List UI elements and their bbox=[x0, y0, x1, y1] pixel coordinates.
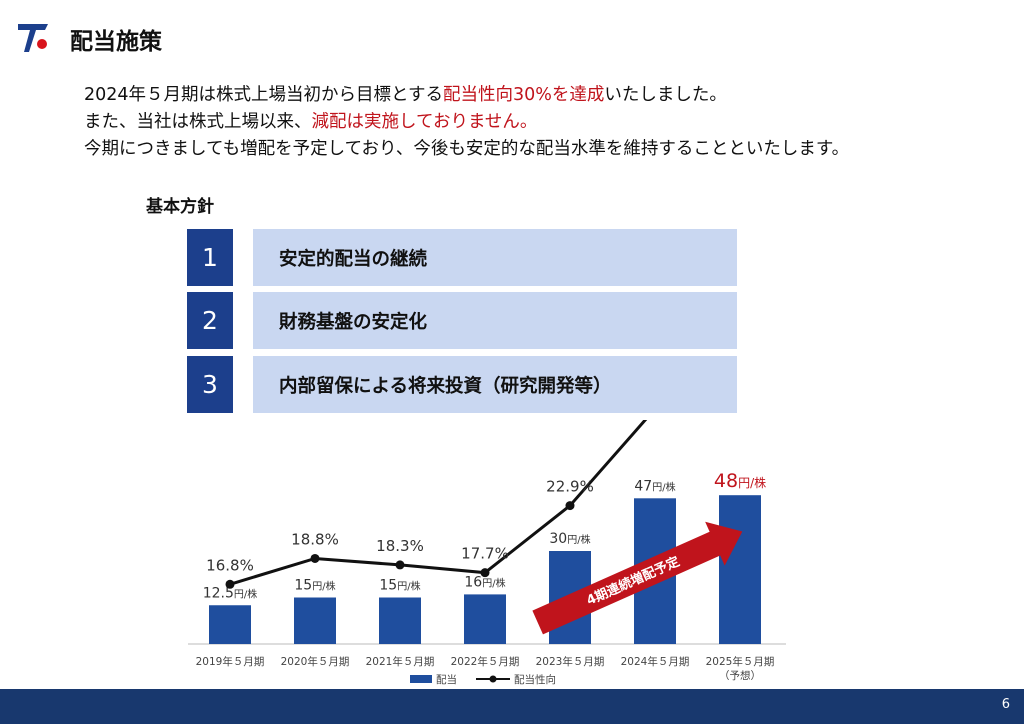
footer-bar bbox=[0, 689, 1024, 724]
policy-item-3: 3 内部留保による将来投資（研究開発等） bbox=[187, 356, 737, 413]
bar-dividend-6 bbox=[719, 495, 761, 644]
payout-ratio-point bbox=[310, 553, 320, 563]
bar-value-label: 30円/株 bbox=[549, 531, 590, 547]
lead-line-1: 2024年５月期は株式上場当初から目標とする配当性向30%を達成いたしました。 bbox=[84, 82, 1004, 109]
bar-value-label: 12.5円/株 bbox=[203, 585, 258, 601]
growth-arrow-shape bbox=[532, 521, 743, 635]
policy-number: 3 bbox=[187, 356, 233, 413]
bar-value-label: 47円/株 bbox=[634, 478, 675, 494]
bar-dividend-1 bbox=[294, 597, 336, 644]
page-title: 配当施策 bbox=[70, 29, 162, 55]
policy-heading: 基本方針 bbox=[146, 197, 214, 217]
dividend-chart: 12.5円/株 15円/株 15円/株 16円/株 30円/株 47円/株 48円/株 16.… bbox=[188, 420, 786, 686]
x-tick-label: 2025年５月期 bbox=[706, 655, 775, 668]
policy-label: 財務基盤の安定化 bbox=[253, 292, 737, 349]
policy-item-1: 1 安定的配当の継続 bbox=[187, 229, 737, 286]
x-tick-label: 2020年５月期 bbox=[281, 655, 350, 668]
forecast-note: （予想） bbox=[719, 669, 761, 682]
lead-text: 2024年５月期は株式上場当初から目標とする配当性向30%を達成いたしました。 … bbox=[84, 82, 1004, 163]
lead-highlight-no-cut: 減配は実施しておりません。 bbox=[311, 112, 538, 132]
lead-highlight-payout: 配当性向30%を達成 bbox=[443, 85, 605, 105]
payout-ratio-label: 17.7% bbox=[461, 545, 509, 563]
lead-line-2: また、当社は株式上場以来、減配は実施しておりません。 bbox=[84, 109, 1004, 136]
lead-line-1-end: いたしました。 bbox=[604, 85, 727, 105]
lead-line-1-text: 2024年５月期は株式上場当初から目標とする bbox=[84, 85, 444, 105]
x-tick-label: 2023年５月期 bbox=[536, 655, 605, 668]
x-tick-label: 2024年５月期 bbox=[621, 655, 690, 668]
payout-ratio-point bbox=[225, 579, 235, 589]
legend-bar-swatch bbox=[410, 675, 432, 683]
lead-line-3: 今期につきましても増配を予定しており、今後も安定的な配当水準を維持することといた… bbox=[84, 139, 850, 159]
policy-number: 2 bbox=[187, 292, 233, 349]
legend-bar-label: 配当 bbox=[436, 673, 457, 686]
x-tick-label: 2019年５月期 bbox=[196, 655, 265, 668]
payout-ratio-point bbox=[395, 560, 405, 570]
payout-ratio-label: 22.9% bbox=[546, 478, 594, 496]
payout-ratio-point bbox=[565, 501, 575, 511]
bar-value-label: 15円/株 bbox=[294, 578, 335, 594]
bar-dividend-0 bbox=[209, 605, 251, 644]
x-tick-label: 2022年５月期 bbox=[451, 655, 520, 668]
bar-value-label: 16円/株 bbox=[464, 574, 505, 590]
payout-ratio-label: 18.8% bbox=[291, 530, 339, 548]
legend-line-marker bbox=[489, 675, 497, 683]
legend-line-label: 配当性向 bbox=[514, 673, 556, 686]
policy-label: 内部留保による将来投資（研究開発等） bbox=[253, 356, 737, 413]
x-tick-label: 2021年５月期 bbox=[366, 655, 435, 668]
lead-line-2-text: また、当社は株式上場以来、 bbox=[84, 112, 312, 132]
company-logo bbox=[18, 24, 48, 52]
payout-ratio-label: 16.8% bbox=[206, 556, 254, 574]
payout-ratio-label: 18.3% bbox=[376, 537, 424, 555]
page-number: 6 bbox=[1001, 697, 1010, 712]
bar-dividend-3 bbox=[464, 594, 506, 644]
bar-value-label: 15円/株 bbox=[379, 578, 420, 594]
payout-ratio-point bbox=[480, 568, 490, 578]
bar-value-label: 48円/株 bbox=[714, 470, 766, 492]
bar-dividend-2 bbox=[379, 597, 421, 644]
policy-item-2: 2 財務基盤の安定化 bbox=[187, 292, 737, 349]
policy-label: 安定的配当の継続 bbox=[253, 229, 737, 286]
policy-number: 1 bbox=[187, 229, 233, 286]
